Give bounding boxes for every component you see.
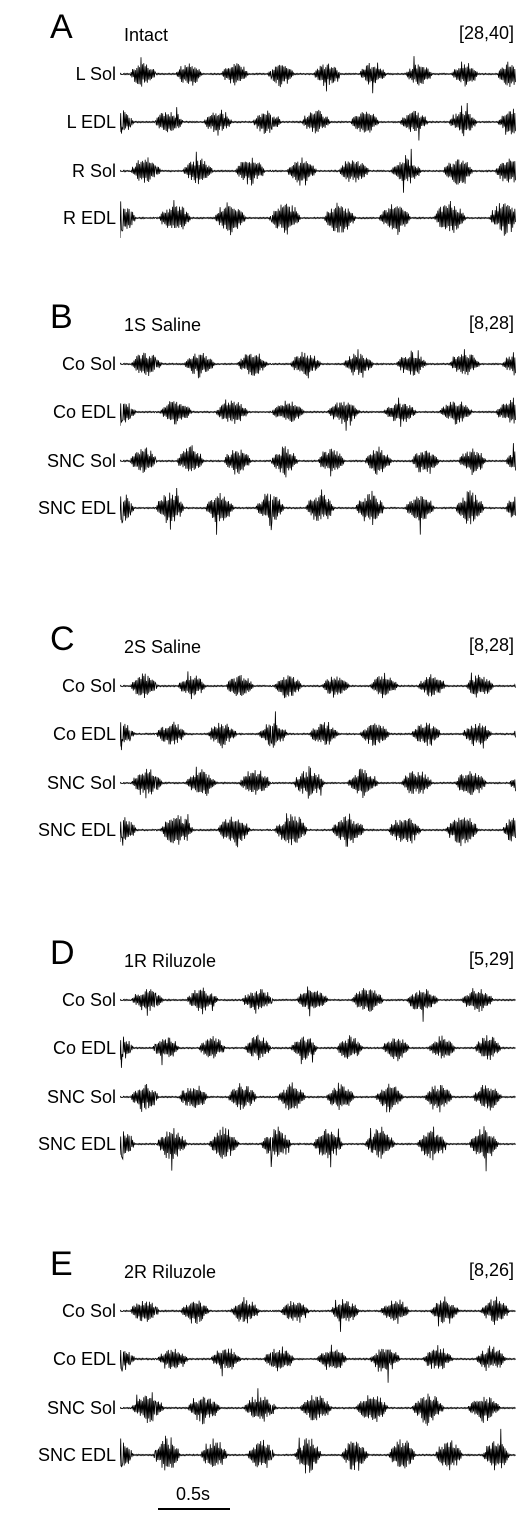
trace-label: Co EDL [52,402,116,422]
trace-label: SNC Sol [46,451,116,471]
trace-label: Co EDL [52,1349,116,1369]
panel-letter: E [50,1245,73,1283]
emg-trace-area [120,986,516,1172]
panel-range-label: [5,29] [468,949,514,969]
trace-label: SNC EDL [37,498,116,518]
emg-trace-co-edl [120,397,516,431]
panel-condition-label: 2R Riluzole [124,1262,217,1282]
emg-trace-co-sol [120,349,516,379]
emg-trace-snc-sol [120,1082,516,1113]
emg-trace-co-edl [120,711,516,751]
emg-trace-area [120,349,516,535]
scale-bar [158,1508,230,1510]
panel-letter: D [50,934,75,972]
trace-label: Co EDL [52,1038,116,1058]
emg-trace-snc-sol [120,766,516,799]
panel-condition-label: Intact [124,25,169,45]
panel-c: C 2S Saline [8,28] Co Sol Co EDL SNC Sol SNC E… [0,622,516,912]
panel-condition-label: 1R Riluzole [124,951,217,971]
trace-label: SNC EDL [37,820,116,840]
panel-letter: A [50,8,73,46]
emg-trace-area [120,671,516,848]
emg-trace-snc-edl [120,1428,516,1474]
trace-label: SNC EDL [37,1445,116,1465]
scale-bar-label: 0.5s [176,1484,211,1504]
emg-trace-area [120,56,516,239]
panel-letter: C [50,620,75,658]
panel-range-label: [8,26] [468,1260,514,1280]
emg-trace-snc-edl [120,487,516,535]
trace-label: R EDL [62,208,116,228]
panel-letter: B [50,298,73,336]
trace-label: SNC Sol [46,1087,116,1107]
emg-trace-r-sol [120,148,516,193]
emg-trace-l-edl [120,102,516,141]
trace-label: SNC Sol [46,773,116,793]
panel-condition-label: 1S Saline [124,315,202,335]
trace-label: Co Sol [61,676,116,696]
panel-d: D 1R Riluzole [5,29] Co Sol Co EDL SNC Sol SNC… [0,936,516,1226]
panel-e: E 2R Riluzole [8,26] Co Sol Co EDL SNC Sol SNC… [0,1247,516,1537]
panel-range-label: [28,40] [458,23,514,43]
emg-trace-co-sol [120,671,516,700]
emg-trace-area [120,1296,516,1474]
emg-trace-co-edl [120,1344,516,1383]
emg-trace-co-edl [120,1034,516,1068]
emg-trace-snc-sol [120,1388,516,1426]
trace-label: SNC EDL [37,1134,116,1154]
trace-label: L EDL [66,112,116,132]
trace-label: R Sol [71,161,116,181]
emg-trace-snc-edl [120,1126,516,1172]
panel-range-label: [8,28] [468,635,514,655]
trace-label: L Sol [75,64,116,84]
emg-trace-co-sol [120,1296,516,1332]
trace-label: Co EDL [52,724,116,744]
emg-trace-l-sol [120,56,516,94]
trace-label: SNC Sol [46,1398,116,1418]
trace-label: Co Sol [61,990,116,1010]
trace-label: Co Sol [61,1301,116,1321]
panel-condition-label: 2S Saline [124,637,202,657]
emg-trace-co-sol [120,986,516,1022]
trace-label: Co Sol [61,354,116,374]
emg-trace-r-edl [120,200,516,239]
panel-range-label: [8,28] [468,313,514,333]
panel-b: B 1S Saline [8,28] Co Sol Co EDL SNC Sol SNC E… [0,300,516,590]
emg-trace-snc-sol [120,443,516,478]
emg-trace-snc-edl [120,813,516,848]
panel-a: A Intact [28,40] L Sol L EDL R Sol R EDL [0,10,516,300]
